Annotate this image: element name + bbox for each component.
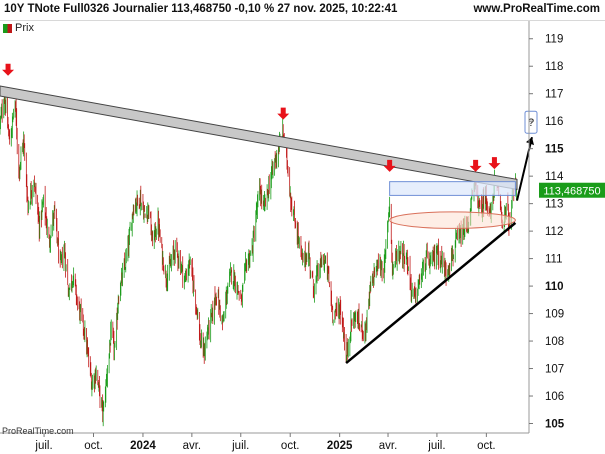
x-tick-label: avr.	[183, 440, 202, 452]
down-arrow-icon	[2, 63, 15, 76]
x-tick-label: juil.	[34, 440, 52, 452]
chart-title: 10Y TNote Full0326 Journalier 113,468750…	[4, 3, 398, 15]
forecast-arrowhead-icon	[526, 137, 534, 146]
annotations: ?	[0, 63, 538, 365]
y-tick-label: 108	[545, 336, 564, 348]
x-tick-label: juil.	[427, 440, 445, 452]
support-ellipse	[389, 211, 516, 229]
last-price-label: 113,468750	[543, 186, 600, 198]
down-arrow-icon	[488, 157, 501, 170]
x-tick-label: 2024	[130, 440, 156, 452]
down-arrow-icon	[383, 159, 396, 172]
question-box	[524, 110, 538, 134]
y-tick-label: 116	[545, 116, 563, 128]
forecast-arrow	[516, 136, 533, 201]
y-tick-label: 106	[545, 391, 564, 403]
y-tick-label: 109	[545, 309, 564, 321]
legend[interactable]: Prix	[3, 22, 34, 34]
chart-header: 10Y TNote Full0326 Journalier 113,468750…	[0, 0, 605, 21]
x-tick-label: oct.	[477, 440, 496, 452]
y-tick-label: 113	[545, 199, 563, 211]
y-tick-label: 114	[545, 171, 564, 183]
y-tick-label: 115	[545, 144, 564, 156]
y-tick-label: 112	[545, 226, 563, 238]
resistance-channel	[0, 85, 518, 190]
down-arrow-icon	[277, 107, 290, 120]
site-name[interactable]: www.ProRealTime.com	[473, 3, 600, 15]
x-tick-label: 2025	[327, 440, 353, 452]
y-tick-label: 105	[545, 419, 565, 431]
x-tick-label: avr.	[379, 440, 398, 452]
y-tick-label: 110	[545, 281, 564, 293]
last-price-tag	[539, 182, 605, 198]
support-line	[345, 221, 517, 365]
y-tick-label: 117	[545, 89, 563, 101]
x-tick-label: juil.	[231, 440, 249, 452]
y-tick-label: 107	[545, 364, 564, 376]
question-mark: ?	[528, 117, 534, 129]
watermark: ProRealTime.com	[2, 426, 74, 436]
legend-swatch-icon	[3, 23, 12, 33]
candles	[0, 90, 517, 427]
down-arrow-icon	[469, 159, 482, 172]
x-tick-label: oct.	[84, 440, 103, 452]
y-tick-label: 111	[545, 254, 562, 266]
range-box	[389, 181, 516, 196]
y-tick-label: 118	[545, 61, 563, 73]
legend-label: Prix	[15, 22, 34, 34]
axes: 105 106 107 108 109 110 111 112 113 114 115 116 117 1…	[0, 21, 605, 452]
y-tick-label: 119	[545, 34, 563, 46]
x-tick-label: oct.	[281, 440, 300, 452]
